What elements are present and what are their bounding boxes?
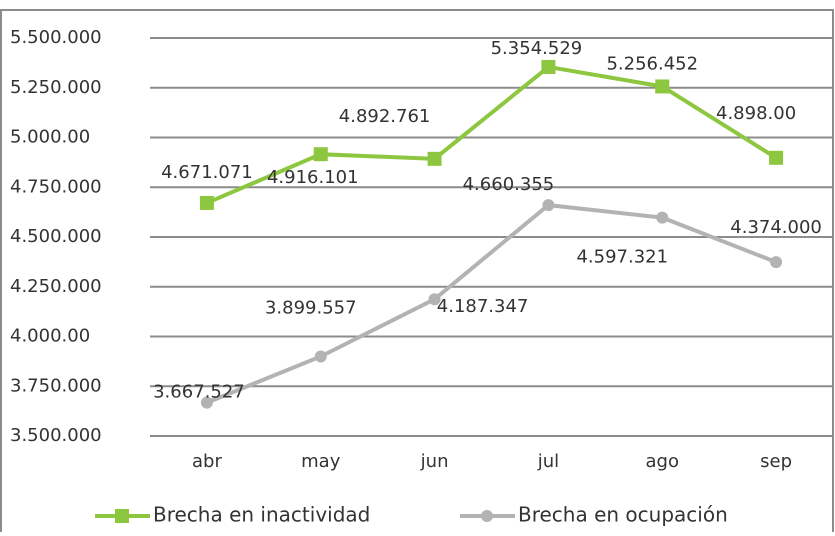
marker — [427, 151, 442, 166]
y-tick-label: 4.500.000 — [10, 226, 102, 247]
x-tick-label: jun — [420, 451, 449, 472]
legend-marker — [115, 509, 129, 523]
data-label: 4.898.00 — [716, 103, 796, 124]
marker — [428, 293, 441, 306]
y-tick-label: 3.500.000 — [10, 425, 102, 446]
data-label: 4.660.355 — [463, 174, 555, 195]
frame — [0, 9, 834, 536]
data-label: 5.256.452 — [606, 53, 698, 74]
y-tick-label: 5.250.000 — [10, 77, 102, 98]
marker — [770, 256, 783, 269]
x-tick-label: abr — [192, 451, 222, 472]
y-tick-label: 4.250.000 — [10, 276, 102, 297]
marker — [655, 79, 670, 94]
data-label: 4.916.101 — [267, 167, 359, 188]
data-label: 5.354.529 — [491, 38, 583, 59]
x-tick-label: ago — [646, 451, 679, 472]
marker — [656, 211, 669, 224]
marker — [314, 350, 327, 363]
x-tick-label: sep — [760, 451, 792, 472]
y-tick-label: 4.000.00 — [10, 326, 90, 347]
marker — [199, 195, 214, 210]
y-tick-label: 4.750.000 — [10, 176, 102, 197]
y-tick-label: 5.000.00 — [10, 127, 90, 148]
data-label: 3.899.557 — [265, 297, 357, 318]
data-label: 3.667.527 — [153, 382, 245, 403]
data-label: 4.187.347 — [437, 296, 529, 317]
series-line — [206, 64, 778, 205]
x-tick-label: may — [301, 451, 341, 472]
marker — [313, 147, 328, 162]
marker — [541, 59, 556, 74]
legend-marker — [481, 510, 493, 522]
legend-label: Brecha en ocupación — [518, 503, 728, 527]
y-tick-label: 3.750.000 — [10, 375, 102, 396]
marker — [769, 150, 784, 165]
data-label: 4.374.000 — [730, 217, 822, 238]
legend-label: Brecha en inactividad — [153, 503, 370, 527]
y-tick-label: 5.500.000 — [10, 27, 102, 48]
data-label: 4.671.071 — [161, 162, 253, 183]
data-label: 4.892.761 — [339, 106, 431, 127]
series-line — [206, 203, 777, 405]
marker — [200, 396, 213, 409]
x-tick-label: jul — [537, 451, 559, 472]
marker — [542, 199, 555, 212]
data-label: 4.597.321 — [576, 247, 668, 268]
